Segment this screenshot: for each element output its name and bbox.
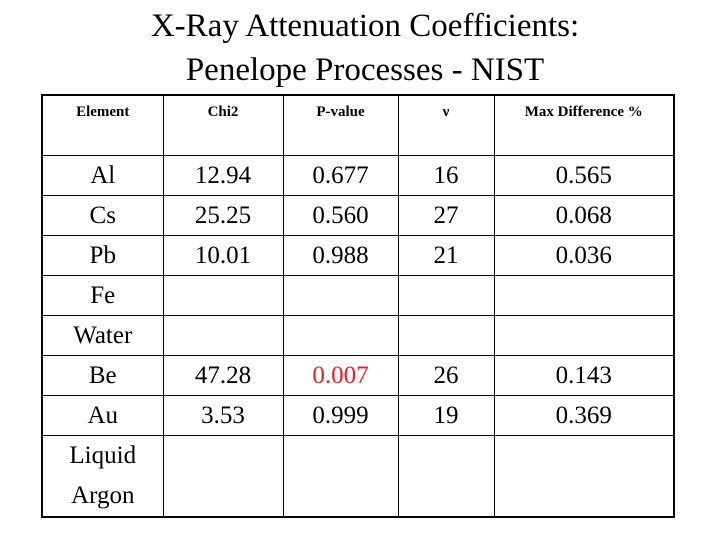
header-element: Element xyxy=(41,94,164,156)
table-row: Be 47.28 0.007 26 0.143 xyxy=(41,354,675,396)
cell-chi2: 10.01 xyxy=(162,234,284,276)
results-table: Element Chi2 P-value ν Max Difference % … xyxy=(41,94,675,518)
header-nu: ν xyxy=(397,94,495,156)
cell-p-value: 0.677 xyxy=(282,154,399,196)
cell-element: Fe xyxy=(41,274,164,316)
cell-nu: 16 xyxy=(397,154,495,196)
table-row: Al 12.94 0.677 16 0.565 xyxy=(41,154,675,196)
cell-chi2 xyxy=(162,434,284,517)
title-line-1: X-Ray Attenuation Coefficients: xyxy=(150,8,580,44)
header-chi2: Chi2 xyxy=(162,94,284,156)
cell-chi2: 47.28 xyxy=(162,354,284,396)
cell-element: Be xyxy=(41,354,164,396)
cell-nu xyxy=(397,314,495,356)
cell-p-value: 0.999 xyxy=(282,394,399,436)
cell-max-difference: 0.143 xyxy=(493,354,675,396)
cell-element: Liquid Argon xyxy=(41,434,164,517)
table-row: Au 3.53 0.999 19 0.369 xyxy=(41,394,675,436)
cell-p-value xyxy=(282,274,399,316)
cell-max-difference xyxy=(493,274,675,316)
title-line-2: Penelope Processes - NIST xyxy=(185,52,545,88)
cell-nu: 26 xyxy=(397,354,495,396)
table-row: Pb 10.01 0.988 21 0.036 xyxy=(41,234,675,276)
slide-title: X-Ray Attenuation Coefficients: Penelope… xyxy=(0,4,720,92)
cell-nu: 19 xyxy=(397,394,495,436)
cell-nu: 21 xyxy=(397,234,495,276)
cell-p-value: 0.988 xyxy=(282,234,399,276)
cell-element: Al xyxy=(41,154,164,196)
cell-nu xyxy=(397,274,495,316)
cell-nu: 27 xyxy=(397,194,495,236)
cell-p-value: 0.560 xyxy=(282,194,399,236)
cell-chi2 xyxy=(162,314,284,356)
cell-max-difference: 0.565 xyxy=(493,154,675,196)
table-row: Cs 25.25 0.560 27 0.068 xyxy=(41,194,675,236)
cell-max-difference: 0.369 xyxy=(493,394,675,436)
cell-max-difference xyxy=(493,434,675,517)
cell-p-value xyxy=(282,314,399,356)
table-row: Liquid Argon xyxy=(41,434,675,517)
cell-chi2 xyxy=(162,274,284,316)
cell-chi2: 25.25 xyxy=(162,194,284,236)
header-p-value: P-value xyxy=(282,94,399,156)
cell-p-value-highlighted: 0.007 xyxy=(282,354,399,396)
table-row: Water xyxy=(41,314,675,356)
cell-max-difference: 0.068 xyxy=(493,194,675,236)
cell-nu xyxy=(397,434,495,517)
cell-chi2: 3.53 xyxy=(162,394,284,436)
header-max-difference: Max Difference % xyxy=(493,94,675,156)
cell-element: Water xyxy=(41,314,164,356)
cell-p-value xyxy=(282,434,399,517)
cell-max-difference xyxy=(493,314,675,356)
cell-max-difference: 0.036 xyxy=(493,234,675,276)
cell-element: Cs xyxy=(41,194,164,236)
header-row: Element Chi2 P-value ν Max Difference % xyxy=(41,94,675,156)
cell-element: Au xyxy=(41,394,164,436)
table-row: Fe xyxy=(41,274,675,316)
cell-chi2: 12.94 xyxy=(162,154,284,196)
cell-element: Pb xyxy=(41,234,164,276)
